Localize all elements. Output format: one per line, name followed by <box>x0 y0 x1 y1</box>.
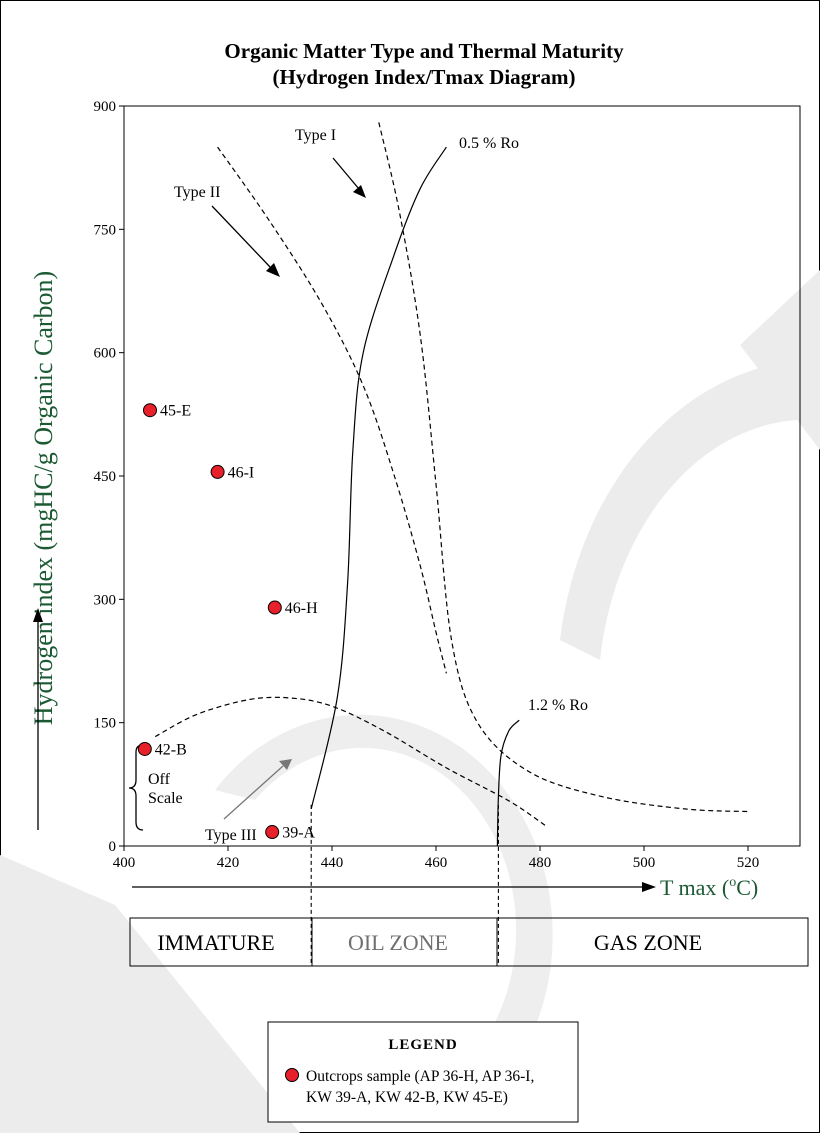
x-tick-label: 400 <box>113 855 136 871</box>
sample-point-label: 46-I <box>228 464 255 481</box>
ro-12-label: 1.2 % Ro <box>528 697 588 714</box>
sample-points: 45-E 46-I 46-H 42-B 39-A <box>137 403 318 842</box>
off-scale-label-off: Off <box>148 771 171 788</box>
x-tick-label: 420 <box>217 855 240 871</box>
maturity-zone-bar <box>129 917 809 967</box>
sample-point-label: 45-E <box>160 403 191 420</box>
zone-oil: OIL ZONE <box>348 930 448 955</box>
y-tick-label: 450 <box>94 469 117 485</box>
maturity-boundaries <box>310 804 499 966</box>
sample-point <box>267 600 282 615</box>
watermark <box>0 270 820 1133</box>
off-scale-label-scale: Scale <box>148 790 183 807</box>
legend-entry-line2: KW 39-A, KW 42-B, KW 45-E) <box>306 1089 508 1106</box>
type-ii-label: Type II <box>174 184 220 201</box>
zone-gas: GAS ZONE <box>594 930 702 955</box>
type-iii-curve <box>154 696 546 826</box>
type-i-curve <box>378 122 749 813</box>
sample-point <box>137 741 152 756</box>
ro-05-label: 0.5 % Ro <box>459 135 519 152</box>
sample-point-label: 39-A <box>282 825 315 842</box>
sample-point-label: 46-H <box>285 600 318 617</box>
y-axis-ticks: 0 150 300 450 600 750 900 <box>94 99 124 855</box>
legend-entry-line1: Outcrops sample (AP 36-H, AP 36-I, <box>306 1068 534 1085</box>
x-tick-label: 520 <box>737 855 760 871</box>
type-arrows <box>211 157 366 820</box>
x-axis-title: T max (oC) <box>660 875 758 900</box>
sample-point <box>143 403 157 418</box>
sample-point <box>210 464 225 479</box>
type-ii-curve <box>217 146 447 674</box>
legend-point-marker <box>285 1068 299 1082</box>
legend <box>267 1021 579 1123</box>
legend-title: LEGEND <box>388 1037 457 1053</box>
x-axis-arrow <box>132 882 656 892</box>
y-tick-label: 750 <box>94 222 117 238</box>
y-tick-label: 150 <box>94 716 117 732</box>
x-tick-label: 440 <box>321 855 344 871</box>
y-tick-label: 0 <box>109 839 117 855</box>
x-tick-label: 500 <box>633 855 656 871</box>
maturity-curves <box>154 122 749 847</box>
chart-subtitle: (Hydrogen Index/Tmax Diagram) <box>273 65 576 89</box>
off-scale-brace <box>128 744 144 831</box>
plot-area <box>123 105 801 847</box>
ro-12-curve <box>496 719 520 847</box>
y-tick-label: 300 <box>94 592 117 608</box>
y-axis-arrow <box>33 608 43 830</box>
ro-05-curve <box>310 146 447 810</box>
y-axis-title: Hydrogen index (mgHC/g Organic Carbon) <box>29 271 58 725</box>
type-iii-label: Type III <box>205 827 257 844</box>
zone-immature: IMMATURE <box>157 930 274 955</box>
y-tick-label: 600 <box>94 346 117 362</box>
x-axis-ticks: 400 420 440 460 480 500 520 <box>113 846 760 871</box>
x-tick-label: 480 <box>529 855 552 871</box>
x-tick-label: 460 <box>425 855 448 871</box>
sample-point <box>265 825 280 840</box>
y-tick-label: 900 <box>94 99 117 115</box>
sample-point-label: 42-B <box>155 741 187 758</box>
chart-title: Organic Matter Type and Thermal Maturity <box>224 39 624 63</box>
type-i-label: Type I <box>295 127 336 144</box>
